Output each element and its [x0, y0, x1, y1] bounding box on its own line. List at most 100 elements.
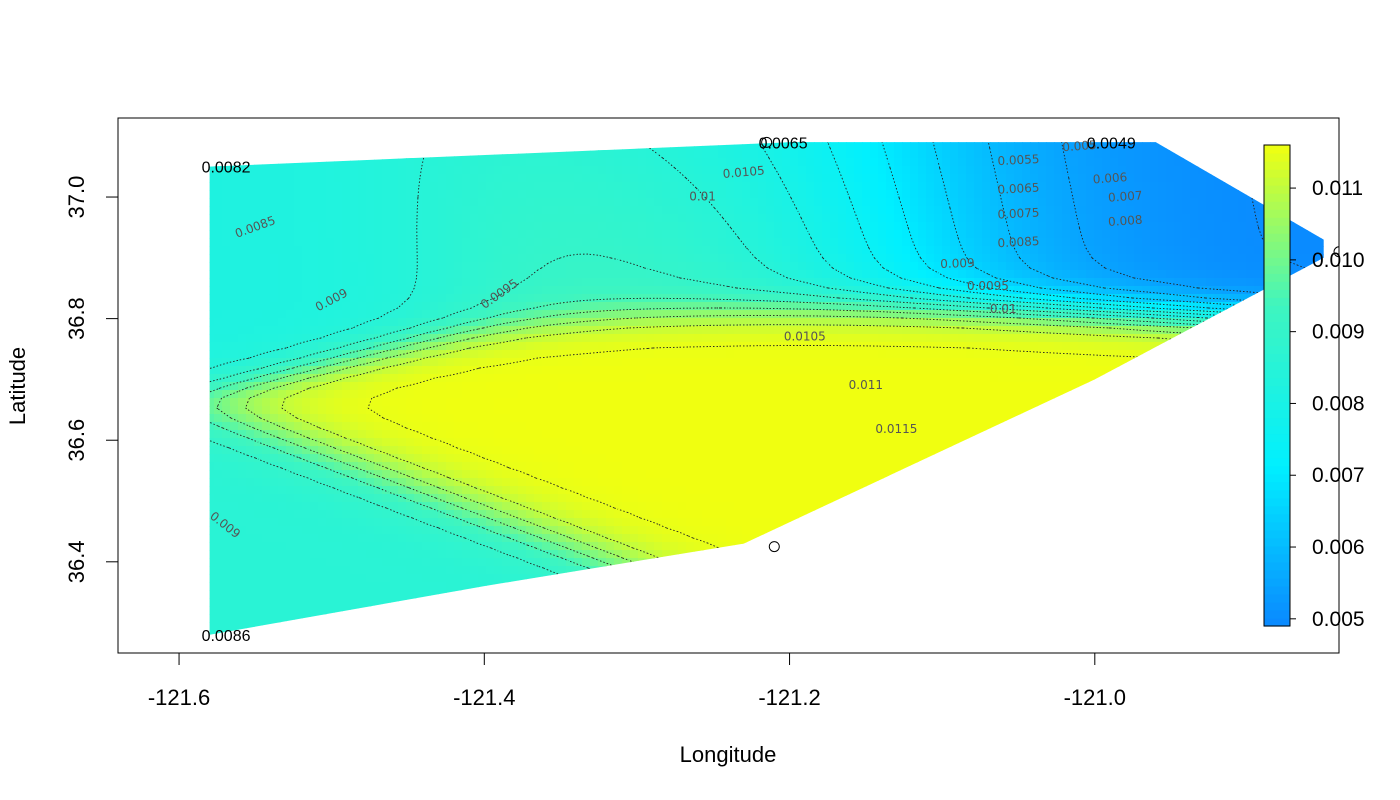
surface-cell [510, 198, 519, 207]
surface-cell [174, 478, 183, 487]
surface-cell [646, 638, 655, 647]
surface-cell [662, 494, 671, 503]
surface-cell [374, 390, 383, 399]
surface-cell [534, 342, 543, 351]
surface-cell [406, 262, 415, 271]
surface-cell [342, 630, 351, 635]
surface-cell [590, 534, 599, 543]
surface-cell [630, 326, 639, 335]
surface-cell [358, 502, 367, 511]
surface-cell [222, 510, 231, 519]
surface-cell [526, 382, 535, 391]
surface-cell [334, 358, 343, 367]
surface-cell [246, 590, 255, 599]
surface-cell [542, 142, 551, 151]
surface-cell [166, 222, 175, 231]
surface-cell [214, 310, 223, 319]
surface-cell [278, 214, 287, 223]
surface-cell [710, 294, 719, 303]
surface-cell [310, 542, 319, 551]
surface-cell [350, 542, 359, 551]
surface-cell [390, 302, 399, 311]
surface-cell [278, 638, 287, 647]
surface-cell [566, 582, 575, 591]
surface-cell [478, 294, 487, 303]
surface-cell [318, 406, 327, 415]
surface-cell [686, 334, 695, 343]
surface-cell [646, 534, 655, 543]
surface-cell [382, 406, 391, 415]
surface-cell [550, 374, 559, 383]
surface-cell [654, 118, 663, 127]
surface-cell [118, 286, 127, 295]
surface-cell [358, 510, 367, 519]
surface-cell [622, 318, 631, 327]
surface-cell [318, 318, 327, 327]
surface-cell [214, 198, 223, 207]
surface-cell [686, 566, 695, 575]
surface-cell [350, 358, 359, 367]
surface-cell [518, 310, 527, 319]
surface-cell [262, 350, 271, 359]
surface-cell [630, 230, 639, 239]
surface-cell [334, 142, 343, 143]
surface-cell [558, 446, 567, 455]
surface-cell [566, 454, 575, 463]
surface-cell [630, 462, 639, 471]
surface-cell [590, 230, 599, 239]
surface-cell [270, 254, 279, 263]
surface-cell [310, 302, 319, 311]
surface-cell [542, 526, 551, 535]
surface-cell [654, 406, 663, 415]
surface-cell [526, 390, 535, 399]
surface-cell [670, 318, 679, 327]
surface-cell [510, 422, 519, 431]
surface-cell [494, 446, 503, 455]
surface-cell [270, 382, 279, 391]
surface-cell [526, 198, 535, 207]
surface-cell [310, 510, 319, 519]
surface-cell [182, 278, 191, 287]
surface-cell [422, 174, 431, 183]
surface-cell [590, 190, 599, 199]
surface-cell [190, 310, 199, 319]
surface-cell [622, 406, 631, 415]
surface-cell [502, 406, 511, 415]
surface-cell [590, 478, 599, 487]
surface-cell [142, 230, 151, 239]
surface-cell [518, 510, 527, 519]
surface-cell [350, 614, 359, 623]
surface-cell [246, 574, 255, 583]
surface-cell [646, 366, 655, 375]
surface-cell [622, 550, 631, 559]
surface-cell [406, 294, 415, 303]
surface-cell [366, 566, 375, 575]
surface-cell [278, 446, 287, 455]
surface-cell [590, 278, 599, 287]
surface-cell [622, 246, 631, 255]
surface-cell [550, 534, 559, 543]
surface-cell [614, 126, 623, 135]
surface-cell [582, 590, 591, 599]
surface-cell [582, 390, 591, 399]
surface-cell [286, 190, 295, 199]
surface-cell [246, 494, 255, 503]
surface-cell [606, 366, 615, 375]
surface-cell [502, 142, 511, 151]
surface-cell [478, 534, 487, 543]
surface-cell [478, 302, 487, 311]
surface-cell [198, 214, 207, 223]
surface-cell [302, 422, 311, 431]
surface-cell [374, 166, 383, 175]
surface-cell [542, 230, 551, 239]
surface-cell [350, 238, 359, 247]
surface-cell [366, 478, 375, 487]
surface-cell [518, 254, 527, 263]
surface-cell [126, 286, 135, 295]
surface-cell [334, 502, 343, 511]
surface-cell [710, 326, 719, 335]
surface-cell [662, 142, 671, 151]
surface-cell [118, 534, 127, 543]
surface-cell [622, 294, 631, 303]
surface-cell [209, 502, 215, 511]
